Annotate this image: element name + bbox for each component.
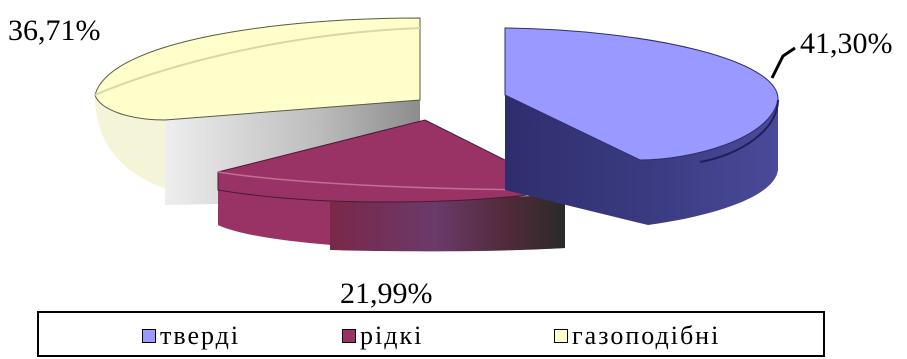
data-label-gas: 36,71% — [8, 14, 101, 47]
legend-item-solid: тверді — [142, 321, 240, 351]
pie-slice-solid-right-edge — [699, 99, 779, 163]
legend-swatch-solid — [142, 329, 156, 343]
pie-slice-solid — [504, 27, 779, 161]
leader-line-solid — [770, 46, 796, 79]
data-label-solid: 41,30% — [800, 27, 893, 60]
legend-label-gas: газоподібні — [572, 321, 721, 350]
pie-slice-gas-top-edge — [94, 27, 421, 96]
legend-label-liquid: рідкі — [360, 321, 424, 350]
data-label-liquid: 21,99% — [340, 277, 433, 310]
pie-slice-side-liquid — [330, 195, 565, 252]
legend-label-solid: тверді — [160, 321, 241, 350]
chart-legend: тверді рідкі газоподібні — [37, 311, 825, 357]
legend-swatch-gas — [554, 329, 568, 343]
legend-item-liquid: рідкі — [342, 321, 423, 351]
pie-slice-gas — [94, 17, 421, 121]
legend-swatch-liquid — [342, 329, 356, 343]
legend-item-gas: газоподібні — [554, 321, 720, 351]
